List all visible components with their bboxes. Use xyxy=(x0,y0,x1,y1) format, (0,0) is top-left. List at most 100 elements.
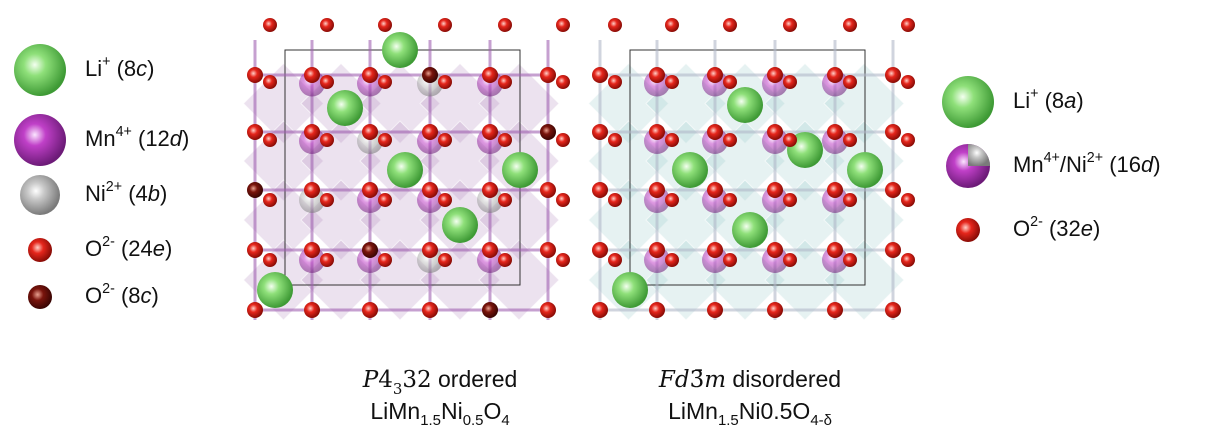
atom xyxy=(438,18,452,32)
atom xyxy=(723,18,737,32)
atom xyxy=(540,182,556,198)
atom xyxy=(540,242,556,258)
text-part: O xyxy=(85,236,102,261)
atom xyxy=(707,182,723,198)
text-part: ) xyxy=(1093,216,1100,241)
text-part: disordered xyxy=(726,366,841,392)
atom xyxy=(723,253,737,267)
atom xyxy=(362,182,378,198)
atom xyxy=(498,193,512,207)
atom xyxy=(901,75,915,89)
atom xyxy=(843,193,857,207)
text-part: O xyxy=(1013,216,1030,241)
atom xyxy=(901,18,915,32)
text-part: Ni xyxy=(739,398,761,424)
atom xyxy=(767,124,783,140)
atom xyxy=(665,18,679,32)
atom xyxy=(827,124,843,140)
atom xyxy=(843,75,857,89)
atom xyxy=(767,302,783,318)
atom xyxy=(665,253,679,267)
text-part: 2+ xyxy=(106,179,122,195)
legend-label: O2- (8c) xyxy=(85,281,159,308)
text-part: e xyxy=(153,236,165,261)
atom xyxy=(592,124,608,140)
atom xyxy=(649,67,665,83)
text-part: P xyxy=(362,367,379,393)
text-part: d xyxy=(1141,152,1154,177)
text-part: ) xyxy=(147,56,154,81)
atom xyxy=(608,18,622,32)
atom xyxy=(723,133,737,147)
atom xyxy=(649,302,665,318)
text-part: (24 xyxy=(115,236,153,261)
atom xyxy=(672,152,708,188)
legend-label: Mn4+/Ni2+ (16d) xyxy=(1013,150,1161,177)
atom xyxy=(608,253,622,267)
text-part: e xyxy=(1081,216,1093,241)
text-part: /Ni xyxy=(1060,152,1087,177)
atom xyxy=(320,133,334,147)
atom xyxy=(707,302,723,318)
text-part: 2- xyxy=(102,281,115,297)
atom xyxy=(556,18,570,32)
atom xyxy=(482,67,498,83)
atom xyxy=(362,124,378,140)
atom xyxy=(422,302,438,318)
atom xyxy=(592,182,608,198)
atom xyxy=(767,67,783,83)
atom xyxy=(723,193,737,207)
atom xyxy=(247,182,263,198)
atom xyxy=(263,75,277,89)
atom xyxy=(304,302,320,318)
legend-symbol xyxy=(28,238,52,262)
atom xyxy=(707,67,723,83)
atom xyxy=(320,253,334,267)
text-part: + xyxy=(1030,86,1038,102)
text-part: LiMn xyxy=(668,398,718,424)
legend-label: Li+ (8c) xyxy=(85,54,155,81)
atom xyxy=(827,182,843,198)
atom xyxy=(723,75,737,89)
text-part: c xyxy=(136,56,147,81)
caption: P4332 ordered xyxy=(362,366,518,398)
caption: LiMn1.5Ni0.5O4-δ xyxy=(668,398,832,429)
atom xyxy=(783,253,797,267)
atom xyxy=(783,133,797,147)
atom xyxy=(327,90,363,126)
atom xyxy=(422,242,438,258)
text-part: Mn xyxy=(1013,152,1044,177)
text-part: 0.5 xyxy=(760,398,792,424)
atom xyxy=(783,75,797,89)
atom xyxy=(362,67,378,83)
legend-symbol xyxy=(942,76,994,128)
atom xyxy=(901,193,915,207)
atom xyxy=(885,302,901,318)
atom xyxy=(885,182,901,198)
caption: LiMn1.5Ni0.5O4 xyxy=(370,398,509,429)
atom xyxy=(378,253,392,267)
atom xyxy=(263,133,277,147)
legend-label: Ni2+ (4b) xyxy=(85,179,167,206)
atom xyxy=(767,242,783,258)
text-part: ) xyxy=(152,283,159,308)
legend-symbol xyxy=(14,114,66,166)
atom xyxy=(612,272,648,308)
legend-symbol xyxy=(956,218,980,242)
atom xyxy=(247,302,263,318)
atom xyxy=(378,133,392,147)
caption: Fd3̄m disordered xyxy=(658,366,841,393)
atom xyxy=(649,124,665,140)
atom xyxy=(540,67,556,83)
legend-label: O2- (32e) xyxy=(1013,214,1100,241)
text-part: 4 xyxy=(501,412,509,429)
text-part: ) xyxy=(182,126,189,151)
atom xyxy=(257,272,293,308)
atom xyxy=(498,75,512,89)
atom xyxy=(438,193,452,207)
legend-symbol xyxy=(28,285,52,309)
text-part: Li xyxy=(85,56,102,81)
text-part: 4+ xyxy=(1044,150,1060,166)
text-part: + xyxy=(102,54,110,70)
